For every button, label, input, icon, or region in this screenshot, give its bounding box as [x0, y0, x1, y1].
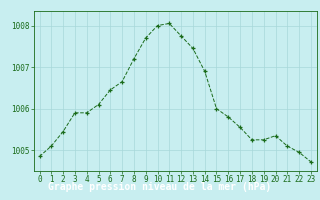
Text: Graphe pression niveau de la mer (hPa): Graphe pression niveau de la mer (hPa) [48, 182, 272, 192]
